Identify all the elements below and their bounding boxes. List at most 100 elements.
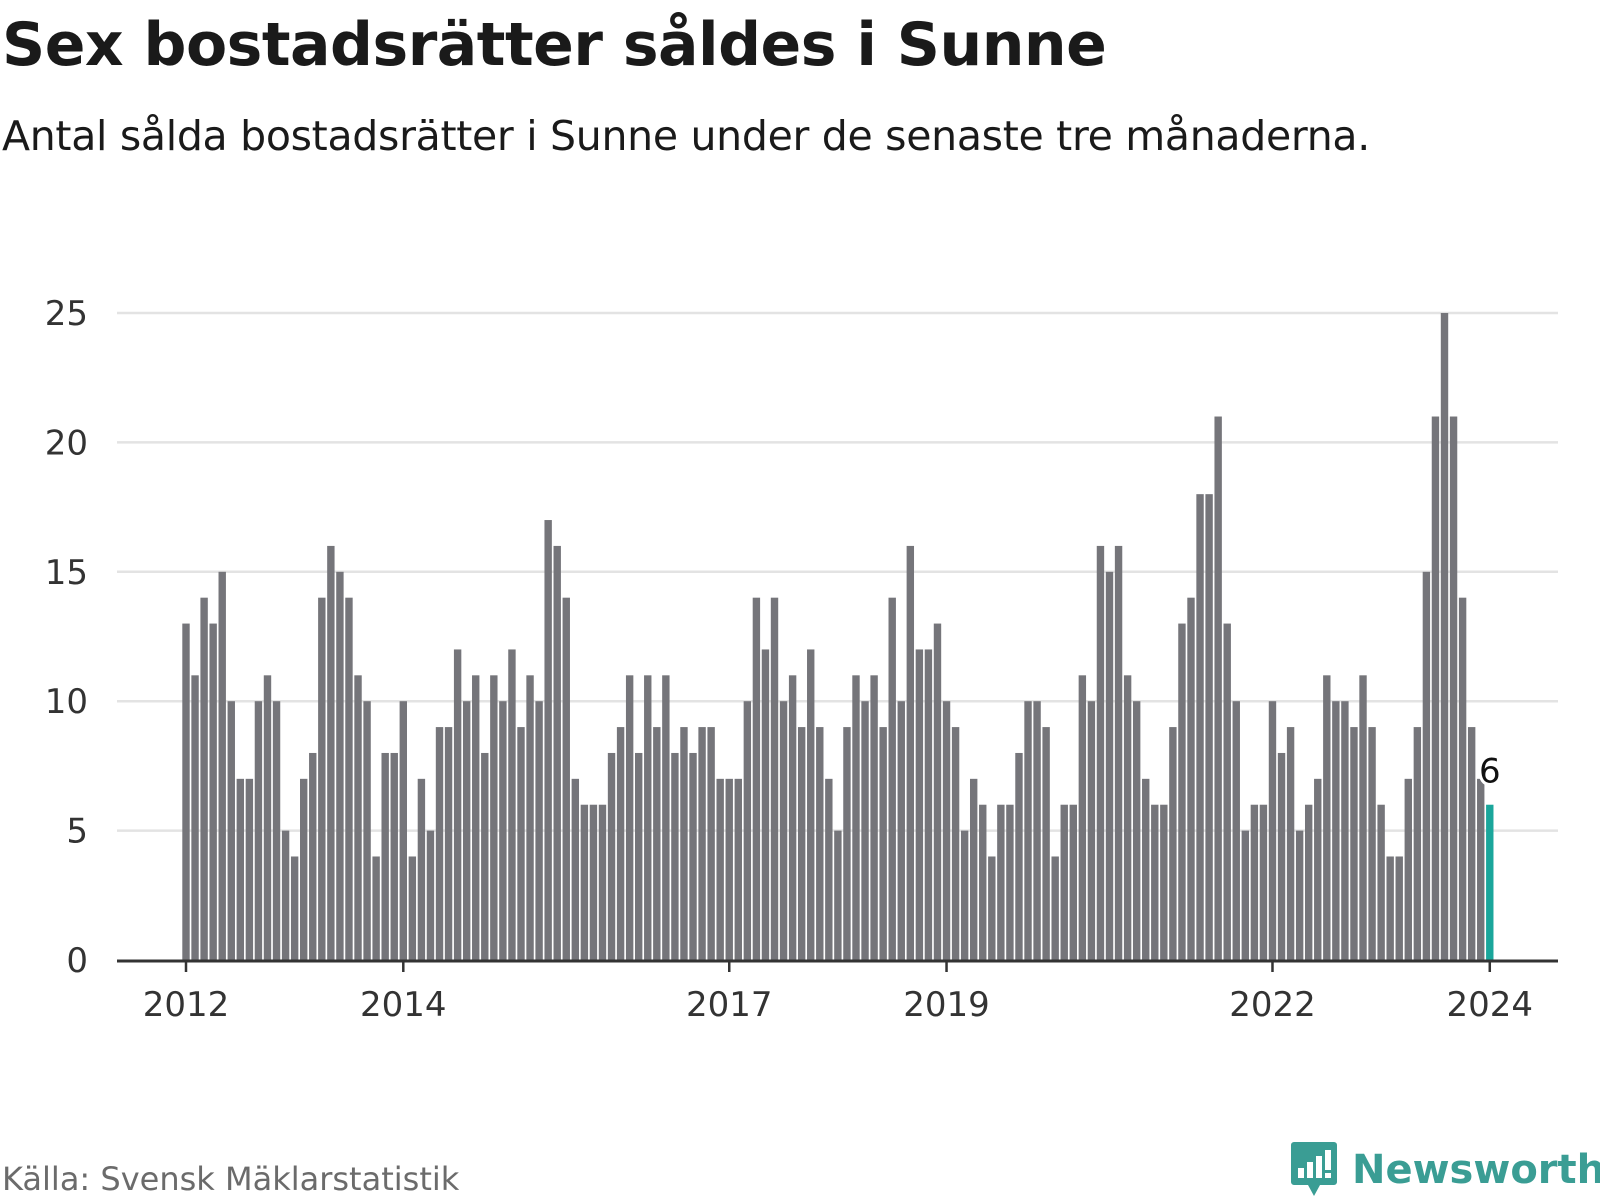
bar <box>969 778 978 960</box>
bar <box>1440 313 1449 960</box>
x-tick-label: 2024 <box>1447 985 1534 1025</box>
bar <box>254 701 263 960</box>
bar <box>834 830 842 960</box>
bar <box>761 649 770 960</box>
bar <box>933 623 942 960</box>
bar <box>1151 804 1159 960</box>
bar <box>1078 675 1087 960</box>
bar <box>354 675 362 960</box>
bar <box>526 675 534 960</box>
bar <box>444 727 453 960</box>
bar <box>1114 545 1123 960</box>
bar <box>1123 675 1132 960</box>
bar <box>1178 623 1186 960</box>
bar <box>1096 545 1105 960</box>
bar <box>1477 778 1485 960</box>
bar <box>1187 597 1195 960</box>
y-tick-label: 20 <box>45 423 88 463</box>
bar <box>1060 804 1068 960</box>
bar <box>1386 856 1394 960</box>
bar <box>734 778 742 960</box>
bar <box>472 675 480 960</box>
bar <box>345 597 353 960</box>
bar <box>616 727 625 960</box>
bar <box>327 545 335 960</box>
bar <box>227 701 235 960</box>
bar <box>490 675 498 960</box>
bar <box>426 830 435 960</box>
bar <box>607 752 616 960</box>
bar <box>417 778 426 960</box>
bar <box>580 804 589 960</box>
bar <box>1467 727 1476 960</box>
bar <box>182 623 190 960</box>
bar <box>1214 416 1222 960</box>
bar <box>1277 752 1286 960</box>
bar <box>1368 727 1376 960</box>
bar <box>598 804 607 960</box>
bar <box>942 701 951 960</box>
bar <box>807 649 815 960</box>
bar <box>517 727 525 960</box>
bar <box>897 701 905 960</box>
bar <box>816 727 824 960</box>
x-tick-label: 2012 <box>143 985 230 1025</box>
bar <box>1223 623 1231 960</box>
bar <box>1051 856 1059 960</box>
bar <box>372 856 380 960</box>
y-tick-label: 15 <box>45 553 88 593</box>
x-tick-label: 2017 <box>686 985 773 1025</box>
bar <box>779 701 788 960</box>
bar <box>1169 727 1177 960</box>
brand-logo[interactable]: Newsworthy <box>1290 1140 1600 1200</box>
bar <box>1323 675 1331 960</box>
bar <box>662 675 670 960</box>
bar <box>318 597 326 960</box>
bar <box>743 701 752 960</box>
bar <box>716 778 724 960</box>
bar <box>363 701 371 960</box>
bar <box>625 675 634 960</box>
bar <box>218 571 226 960</box>
highlight-data-label: 6 <box>1479 752 1501 792</box>
bar <box>1295 830 1304 960</box>
newsworthy-logo-icon <box>1291 1142 1337 1196</box>
bar <box>1160 804 1168 960</box>
bar <box>589 804 598 960</box>
bar <box>1033 701 1041 960</box>
bar <box>1132 701 1141 960</box>
bar <box>1250 804 1259 960</box>
bar <box>1006 804 1014 960</box>
bar <box>1241 830 1250 960</box>
bar <box>508 649 516 960</box>
bar <box>1268 701 1277 960</box>
bar <box>951 727 960 960</box>
bar <box>1332 701 1340 960</box>
y-tick-label: 10 <box>45 682 88 722</box>
bar <box>1205 494 1213 960</box>
bar <box>1377 804 1385 960</box>
chart-title: Sex bostadsrätter såldes i Sunne <box>2 10 1107 80</box>
bar <box>1431 416 1440 960</box>
bar <box>797 727 806 960</box>
bar <box>1105 571 1114 960</box>
y-tick-label: 0 <box>66 941 88 981</box>
x-tick-label: 2019 <box>903 985 990 1025</box>
bar <box>997 804 1005 960</box>
bar <box>399 701 407 960</box>
bar <box>671 752 679 960</box>
bar <box>924 649 933 960</box>
bar <box>435 727 444 960</box>
bar <box>191 675 199 960</box>
bar <box>272 701 281 960</box>
bar <box>245 778 254 960</box>
bar <box>1422 571 1431 960</box>
y-tick-label: 5 <box>66 812 88 852</box>
bar <box>390 752 398 960</box>
bar <box>1024 701 1032 960</box>
bar <box>309 752 317 960</box>
brand-name: Newsworthy <box>1352 1147 1600 1193</box>
bar <box>453 649 462 960</box>
bar <box>281 830 290 960</box>
